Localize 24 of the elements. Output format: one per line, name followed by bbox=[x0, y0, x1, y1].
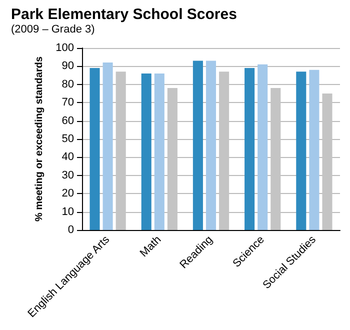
y-tick-label: 20 bbox=[62, 188, 74, 200]
y-tick-label: 90 bbox=[62, 60, 74, 72]
bar bbox=[154, 73, 164, 230]
bar bbox=[90, 68, 100, 230]
y-tick-label: 40 bbox=[62, 151, 74, 164]
y-tick-label: 60 bbox=[62, 114, 74, 127]
y-tick-label: 50 bbox=[62, 133, 74, 145]
bar bbox=[102, 62, 113, 230]
bar bbox=[192, 60, 203, 230]
y-tick-label: 0 bbox=[68, 224, 74, 236]
bar bbox=[206, 60, 216, 230]
bar bbox=[258, 64, 268, 230]
chart-title: Park Elementary School Scores bbox=[11, 6, 237, 23]
y-tick-label: 100 bbox=[56, 42, 74, 54]
y-axis-title: % meeting or exceeding standards bbox=[34, 56, 46, 222]
y-tick-label: 80 bbox=[62, 78, 74, 90]
bar bbox=[141, 73, 152, 230]
y-tick-label: 30 bbox=[62, 169, 74, 182]
bar bbox=[244, 68, 255, 230]
y-tick-label: 10 bbox=[62, 206, 74, 218]
bar bbox=[296, 72, 306, 230]
chart-subtitle: (2009 – Grade 3) bbox=[11, 24, 95, 36]
y-tick-label: 70 bbox=[62, 96, 74, 109]
bar bbox=[309, 70, 320, 230]
